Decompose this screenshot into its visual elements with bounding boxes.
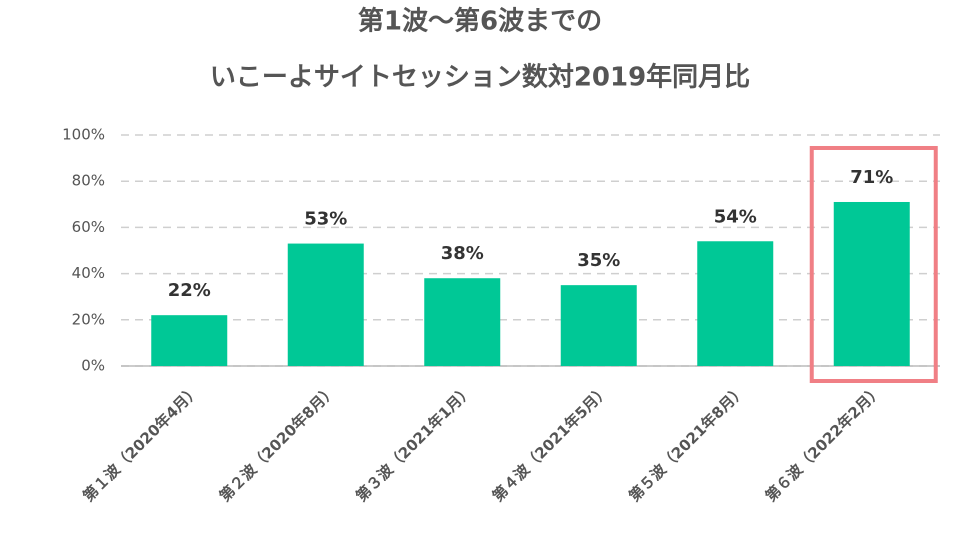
x-tick-label: 第２波（2020年8月） [216, 381, 340, 505]
highlight-box [809, 145, 938, 383]
x-tick-label: 第５波（2021年8月） [625, 381, 749, 505]
bar [151, 315, 228, 366]
value-label: 54% [714, 206, 757, 227]
y-tick-label: 80% [72, 172, 105, 190]
bar [560, 285, 637, 366]
bar [424, 278, 501, 366]
value-label: 71% [850, 167, 893, 188]
x-tick-label: 第１波（2020年4月） [79, 381, 203, 505]
y-tick-label: 20% [72, 310, 105, 328]
x-tick-label: 第４波（2021年5月） [489, 381, 613, 505]
value-label: 35% [577, 250, 620, 271]
bar [697, 241, 774, 366]
value-label: 22% [168, 280, 211, 301]
y-tick-label: 60% [72, 218, 105, 236]
y-tick-label: 40% [72, 264, 105, 282]
chart-title: 第1波～第6波までの [358, 6, 602, 37]
value-label: 38% [441, 243, 484, 264]
value-label: 53% [304, 209, 347, 230]
x-tick-label: 第６波（2022年2月） [762, 381, 886, 505]
bar [833, 201, 910, 366]
y-tick-label: 100% [62, 126, 105, 144]
y-tick-label: 0% [81, 357, 105, 375]
chart-title: いこーよサイトセッション数対2019年同月比 [210, 62, 750, 93]
x-tick-label: 第３波（2021年1月） [352, 381, 476, 505]
bar [287, 243, 364, 366]
